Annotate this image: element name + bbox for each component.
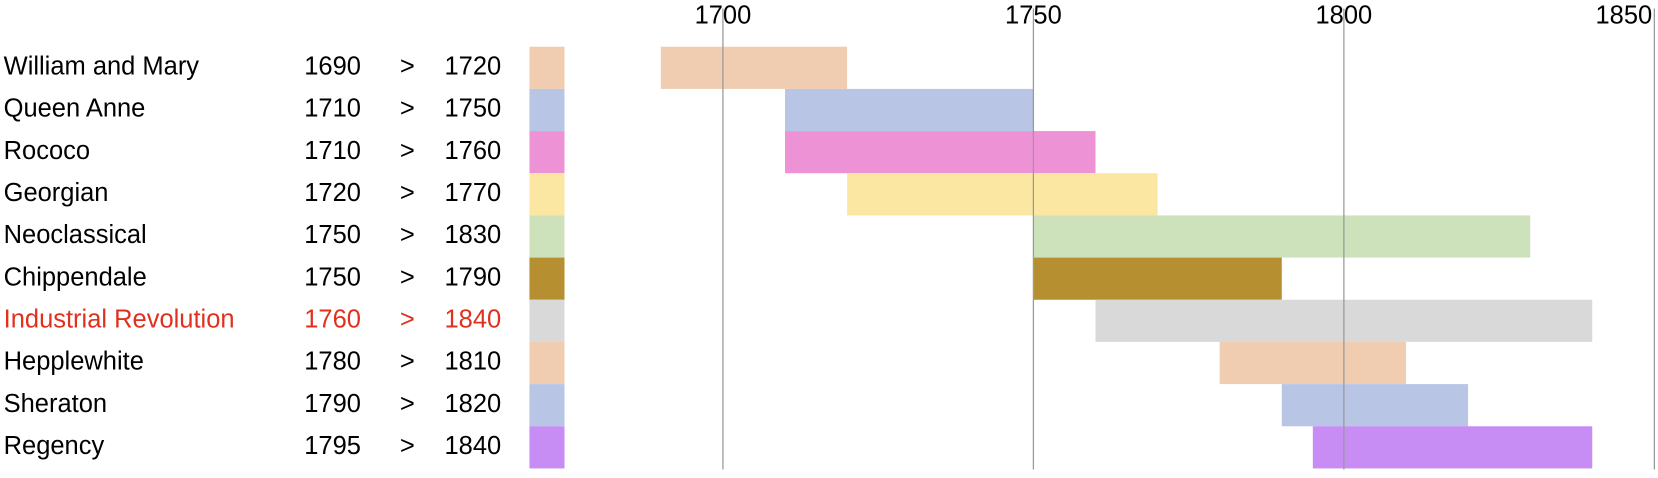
x-tick-label: 1700 <box>695 2 752 30</box>
row-label: Georgian <box>4 179 109 207</box>
period-bar <box>785 131 1096 174</box>
color-swatch <box>529 257 565 300</box>
row-label: Neoclassical <box>4 221 147 249</box>
period-bar <box>1033 215 1531 258</box>
separator: > <box>400 137 415 165</box>
color-swatch <box>529 299 565 342</box>
row-label: Regency <box>4 432 105 460</box>
end-year: 1820 <box>444 390 501 418</box>
separator: > <box>400 95 415 123</box>
color-swatch <box>529 426 565 469</box>
start-year: 1720 <box>304 179 361 207</box>
start-year: 1710 <box>304 95 361 123</box>
color-swatch <box>529 384 565 427</box>
separator: > <box>400 53 415 81</box>
row-label: Hepplewhite <box>4 348 144 376</box>
start-year: 1790 <box>304 390 361 418</box>
separator: > <box>400 263 415 291</box>
separator: > <box>400 221 415 249</box>
end-year: 1720 <box>444 53 501 81</box>
separator: > <box>400 348 415 376</box>
color-swatch <box>529 173 565 216</box>
start-year: 1710 <box>304 137 361 165</box>
row-label: William and Mary <box>4 53 200 81</box>
end-year: 1840 <box>444 432 501 460</box>
color-swatch <box>529 88 565 132</box>
period-bar <box>660 46 848 89</box>
end-year: 1770 <box>444 179 501 207</box>
x-tick-label: 1800 <box>1316 2 1373 30</box>
separator: > <box>400 306 415 334</box>
period-bar <box>785 88 1034 132</box>
color-swatch <box>529 46 565 89</box>
color-swatch <box>529 215 565 258</box>
row-label: Industrial Revolution <box>4 306 235 334</box>
row-label: Chippendale <box>4 263 147 291</box>
start-year: 1795 <box>304 432 361 460</box>
separator: > <box>400 390 415 418</box>
start-year: 1750 <box>304 263 361 291</box>
separator: > <box>400 432 415 460</box>
period-bar <box>1312 426 1593 469</box>
end-year: 1790 <box>444 263 501 291</box>
period-bar <box>1219 341 1406 385</box>
x-tick-label: 1850 <box>1596 2 1653 30</box>
x-tick-label: 1750 <box>1005 2 1062 30</box>
end-year: 1760 <box>444 137 501 165</box>
end-year: 1750 <box>444 95 501 123</box>
row-label: Queen Anne <box>4 95 146 123</box>
end-year: 1830 <box>444 221 501 249</box>
row-label: Sheraton <box>4 390 107 418</box>
separator: > <box>400 179 415 207</box>
color-swatch <box>529 341 565 385</box>
color-swatch <box>529 131 565 174</box>
period-bar <box>1033 257 1282 300</box>
start-year: 1690 <box>304 53 361 81</box>
period-bar <box>847 173 1158 216</box>
start-year: 1750 <box>304 221 361 249</box>
end-year: 1810 <box>444 348 501 376</box>
start-year: 1780 <box>304 348 361 376</box>
start-year: 1760 <box>304 306 361 334</box>
row-label: Rococo <box>4 137 90 165</box>
period-bar <box>1281 384 1469 427</box>
end-year: 1840 <box>444 306 501 334</box>
